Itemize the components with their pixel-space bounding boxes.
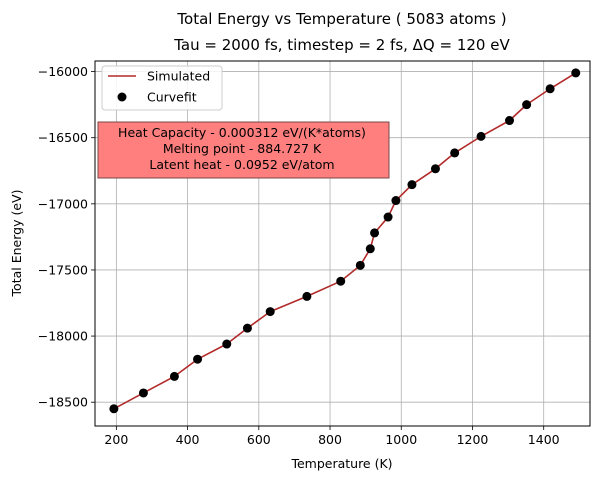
- plot-frame: [94, 60, 591, 427]
- x-tick-label: 1200: [457, 432, 489, 447]
- y-tick-label: −18000: [38, 329, 88, 344]
- curvefit-point: [193, 354, 203, 364]
- legend: Simulated Curvefit: [101, 65, 223, 111]
- curvefit-point: [265, 307, 275, 317]
- x-tick-label: 1000: [385, 432, 417, 447]
- x-tick-label: 800: [318, 432, 342, 447]
- curvefit-point: [383, 212, 393, 222]
- curvefit-point: [476, 131, 486, 141]
- curvefit-point: [391, 196, 401, 206]
- curvefit-point: [242, 323, 252, 333]
- x-tick-label: 600: [247, 432, 271, 447]
- chart-subtitle: Tau = 2000 fs, timestep = 2 fs, ΔQ = 120…: [173, 36, 510, 54]
- curvefit-point: [407, 180, 417, 190]
- curvefit-point: [336, 276, 346, 286]
- curvefit-point: [545, 84, 555, 94]
- x-tick-label: 1400: [528, 432, 560, 447]
- annotation-heat-capacity: Heat Capacity - 0.000312 eV/(K*atoms): [118, 125, 366, 140]
- curvefit-point: [355, 260, 365, 270]
- y-tick-label: −16500: [38, 130, 88, 145]
- annotation-box: Heat Capacity - 0.000312 eV/(K*atoms) Me…: [97, 121, 390, 179]
- annotation-melting-point: Melting point - 884.727 K: [163, 141, 322, 156]
- x-tick-label: 200: [104, 432, 128, 447]
- legend-label-curvefit: Curvefit: [147, 90, 197, 105]
- curvefit-point: [222, 339, 232, 349]
- curvefit-point: [138, 388, 148, 398]
- y-axis-ticks: −18500 −18000 −17500 −17000 −16500 −16000: [38, 64, 95, 410]
- simulated-series: [113, 72, 577, 410]
- y-tick-label: −17500: [38, 262, 88, 277]
- curvefit-point: [505, 116, 515, 126]
- annotation-latent-heat: Latent heat - 0.0952 eV/atom: [149, 157, 334, 172]
- curvefit-point: [169, 371, 179, 381]
- curvefit-point: [109, 404, 119, 414]
- y-axis-label: Total Energy (eV): [9, 190, 24, 298]
- curvefit-point: [571, 68, 581, 78]
- curvefit-point: [302, 291, 312, 301]
- curvefit-point: [365, 244, 375, 254]
- simulated-line: [113, 72, 577, 410]
- x-tick-label: 400: [176, 432, 200, 447]
- legend-label-simulated: Simulated: [147, 69, 210, 84]
- y-tick-label: −17000: [38, 196, 88, 211]
- curvefit-point: [370, 228, 380, 238]
- curvefit-series: [109, 68, 581, 414]
- legend-box: [101, 65, 223, 111]
- y-tick-label: −16000: [38, 64, 88, 79]
- y-tick-label: −18500: [38, 395, 88, 410]
- x-axis-ticks: 200 400 600 800 1000 1200 1400: [104, 426, 560, 447]
- curvefit-point: [522, 100, 532, 110]
- annotation-background: [97, 121, 390, 179]
- x-axis-label: Temperature (K): [290, 456, 392, 471]
- curvefit-point: [450, 148, 460, 158]
- chart-title: Total Energy vs Temperature ( 5083 atoms…: [176, 10, 506, 28]
- legend-marker-swatch: [117, 92, 127, 102]
- curvefit-point: [430, 164, 440, 174]
